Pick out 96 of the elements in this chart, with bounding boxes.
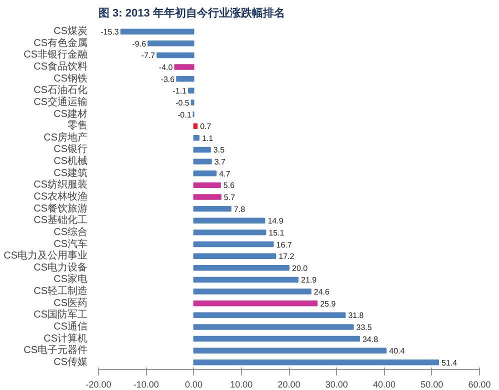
y-tick-label: CS机械 [54, 155, 88, 168]
data-label: -1.1 [172, 86, 188, 96]
data-label: 17.2 [278, 252, 295, 262]
bar [148, 40, 194, 46]
data-label: 21.9 [301, 276, 318, 285]
bar [193, 276, 299, 283]
data-label: 4.7 [219, 169, 231, 178]
bar [193, 253, 276, 259]
y-tick-label: CS房地产 [44, 131, 88, 144]
bar [193, 206, 232, 212]
y-tick-label: CS餐饮旅游 [34, 202, 88, 214]
bar [193, 300, 318, 306]
data-label: 24.6 [314, 288, 330, 297]
y-tick-label: CS煤炭 [54, 25, 88, 38]
bar [193, 241, 274, 248]
data-label: 1.1 [202, 134, 214, 143]
data-label: 51.4 [442, 358, 458, 368]
y-tick-label: CS建筑 [54, 166, 88, 179]
x-tick-label: 40.00 [372, 380, 396, 390]
x-tick-label: 50.00 [420, 380, 444, 390]
data-label: -9.6 [132, 39, 147, 48]
bar [193, 194, 222, 200]
data-label: -3.6 [160, 74, 176, 84]
bar [120, 28, 194, 34]
x-tick-label: 10.00 [230, 380, 253, 390]
y-tick-label: CS钢铁 [54, 72, 88, 84]
bar [193, 360, 440, 366]
data-label: 34.8 [362, 334, 379, 344]
data-label: -0.5 [176, 98, 190, 108]
y-tick-label: CS轻工制造 [34, 285, 88, 298]
y-tick-label: CS交通运输 [34, 96, 88, 108]
data-label: 3.7 [214, 158, 226, 167]
y-tick-label: CS传媒 [54, 356, 88, 368]
y-tick-label: CS国防军工 [34, 308, 88, 321]
y-tick-label: CS家电 [54, 273, 88, 286]
data-label: -7.7 [141, 51, 156, 60]
data-label: 3.5 [213, 146, 226, 155]
y-tick-label: CS医药 [54, 296, 88, 309]
y-tick-label: CS食品饮料 [34, 60, 88, 73]
x-tick-label: 60.00 [468, 380, 491, 390]
y-tick-label: CS石油石化 [34, 84, 88, 96]
data-label: 31.8 [348, 311, 364, 320]
y-tick-label: CS汽车 [54, 238, 88, 250]
data-label: 5.7 [224, 193, 236, 202]
y-tick-label: CS农林牧渔 [34, 190, 88, 202]
bar [156, 52, 194, 58]
bar [193, 182, 221, 188]
x-tick-label: -20.00 [86, 380, 112, 390]
y-tick-label: 零售 [68, 120, 88, 132]
bar [190, 100, 194, 106]
bar [193, 348, 387, 354]
data-label: 15.1 [268, 228, 285, 238]
bar [193, 218, 266, 224]
y-tick-label: CS电力设备 [34, 261, 88, 274]
bar [193, 230, 266, 236]
y-tick-label: CS非银行金融 [24, 48, 88, 61]
y-tick-label: CS有色金属 [34, 36, 88, 49]
bar [176, 76, 194, 82]
bar [193, 123, 198, 129]
x-tick-label: 20.00 [278, 380, 300, 390]
bar [193, 288, 312, 294]
data-label: 16.7 [276, 240, 292, 250]
data-label: 7.8 [234, 204, 246, 214]
bar [193, 146, 211, 153]
data-label: 20.0 [292, 264, 308, 273]
y-tick-label: CS计算机 [44, 332, 88, 344]
data-label: 5.6 [223, 181, 236, 190]
y-tick-label: CS电力及公用事业 [4, 250, 88, 262]
bar [193, 158, 212, 164]
y-tick-label: CS纺织服装 [34, 178, 88, 191]
x-tick-label: 30.00 [325, 380, 348, 390]
y-tick-label: CS银行 [54, 144, 88, 156]
y-tick-label: CS基础化工 [34, 214, 88, 226]
data-label: -0.1 [177, 110, 192, 120]
y-tick-label: CS通信 [54, 320, 88, 332]
data-label: -4.0 [158, 63, 174, 72]
data-label: 14.9 [268, 216, 284, 226]
bar [193, 135, 200, 141]
chart-title: 图 3: 2013 年年初自今行业涨跌幅排名 [98, 6, 285, 20]
x-tick-label: 0.00 [184, 380, 203, 390]
y-tick-label: CS建材 [54, 108, 88, 120]
data-label: 0.7 [200, 122, 212, 132]
bar [174, 64, 194, 70]
y-tick-label: CS电子元器件 [24, 344, 88, 356]
x-tick-label: -10.00 [133, 380, 159, 390]
data-label: 33.5 [356, 322, 372, 332]
bar [193, 170, 217, 176]
data-label: 25.9 [320, 299, 336, 308]
data-label: -15.3 [100, 28, 120, 37]
data-label: 40.4 [389, 346, 406, 356]
bar [193, 336, 360, 342]
bar [188, 88, 194, 94]
bar [193, 324, 354, 330]
bar [193, 265, 290, 271]
bar [193, 312, 346, 318]
y-tick-label: CS综合 [54, 226, 88, 238]
